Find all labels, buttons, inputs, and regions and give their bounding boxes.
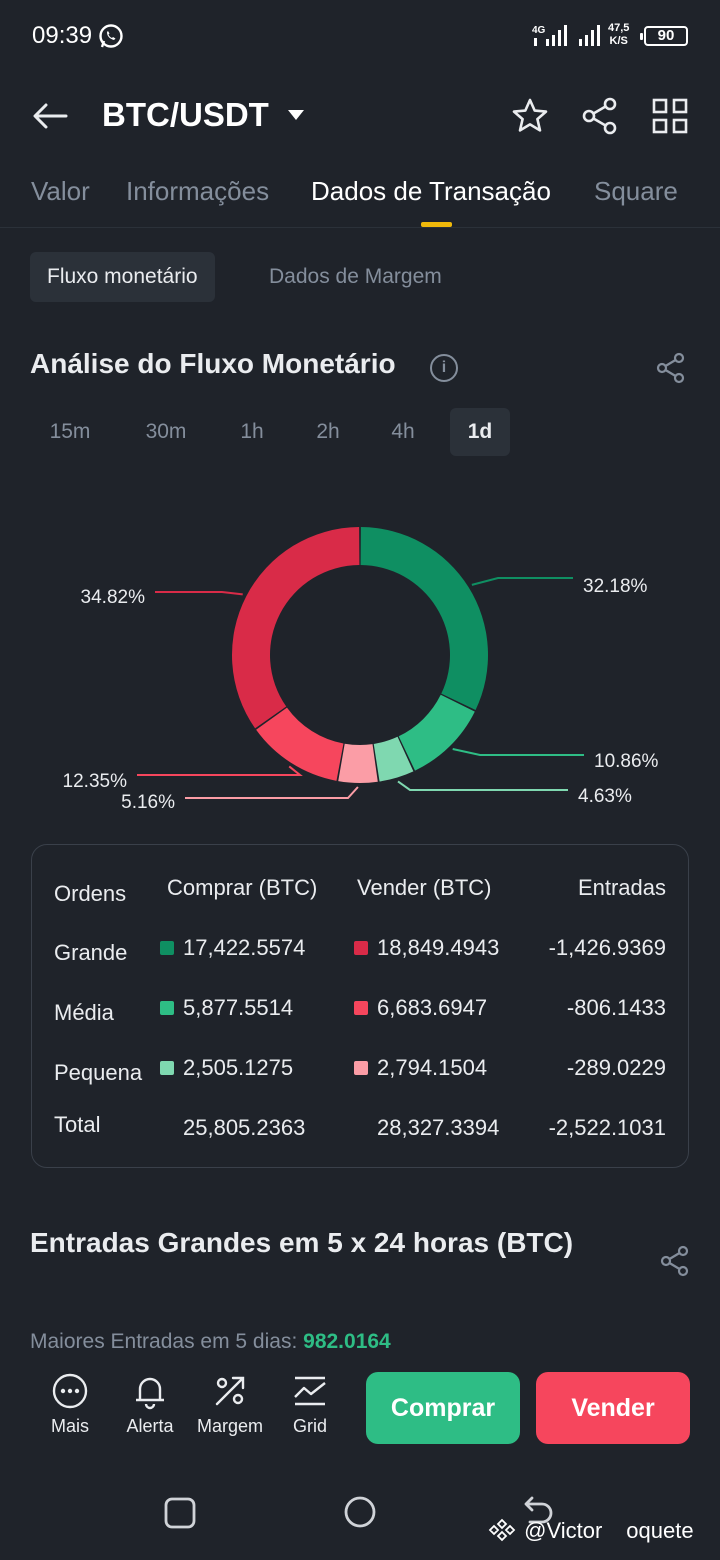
sell-small-swatch [354, 1061, 368, 1075]
slice-buy-small-label: 4.63% [578, 786, 632, 807]
money-flow-title: Análise do Fluxo Monetário [30, 348, 396, 379]
slice-buy-medium[interactable] [398, 694, 475, 771]
section-share-icon[interactable] [655, 352, 687, 384]
signal-icon [579, 25, 600, 46]
row-label-media: Média [54, 1000, 114, 1025]
slice-sell-large-label: 34.82% [81, 587, 146, 608]
period-2h[interactable]: 2h [316, 420, 340, 443]
slice-buy-large[interactable] [360, 527, 488, 711]
sell-small-value: 2,794.1504 [377, 1055, 488, 1080]
period-15m[interactable]: 15m [49, 420, 91, 443]
row-label-total: Total [54, 1112, 101, 1137]
money-flow-table: Ordens Comprar (BTC) Vender (BTC) Entrad… [31, 844, 689, 1168]
system-nav-bar [0, 1470, 720, 1560]
sell-medium-swatch [354, 1001, 368, 1015]
header: BTC/USDT [0, 90, 720, 146]
header-buy: Comprar (BTC) [167, 875, 318, 900]
percent-icon [215, 1376, 245, 1406]
slice-buy-medium-leader [452, 748, 584, 756]
sell-medium-value: 6,683.6947 [377, 995, 488, 1020]
sell-button[interactable]: Vender [536, 1372, 690, 1444]
back-nav-icon[interactable] [520, 1494, 556, 1530]
slice-buy-large-label: 32.18% [583, 576, 648, 597]
tab-dados-de-transacao[interactable]: Dados de Transação [311, 176, 551, 206]
slice-buy-small[interactable] [373, 736, 414, 782]
star-icon[interactable] [510, 96, 550, 136]
more-icon [52, 1373, 88, 1409]
alert-action[interactable]: Alerta [112, 1372, 188, 1437]
row-label-pequena: Pequena [54, 1060, 143, 1085]
slice-sell-small[interactable] [338, 743, 378, 783]
slice-sell-large[interactable] [231, 527, 360, 729]
sell-large-swatch [354, 941, 368, 955]
period-4h[interactable]: 4h [391, 420, 415, 443]
slice-sell-small-leader [185, 786, 359, 799]
large-inflows-subtitle: Maiores Entradas em 5 dias: 982.0164 [30, 1330, 391, 1353]
share-icon[interactable] [580, 96, 620, 136]
sell-total-value: 28,327.3394 [377, 1115, 500, 1140]
bell-icon [136, 1377, 164, 1410]
status-time: 09:39 [32, 22, 93, 49]
tab-informacoes[interactable]: Informações [126, 176, 270, 206]
status-bar: 09:39 4G 47,5 K/S 90 [0, 0, 720, 72]
large-inflows-share-icon[interactable] [659, 1245, 691, 1277]
inflow-small-value: -289.0229 [566, 1055, 666, 1080]
buy-small-swatch [160, 1061, 174, 1075]
buy-large-value: 17,422.5574 [183, 935, 306, 960]
period-1h[interactable]: 1h [240, 420, 264, 443]
info-icon[interactable]: i [430, 354, 458, 382]
slice-sell-medium-leader [137, 765, 303, 776]
back-arrow-icon[interactable] [30, 100, 70, 132]
watermark: @Victor oquete [488, 1518, 694, 1544]
slice-sell-medium-label: 12.35% [63, 771, 128, 792]
tab-valor[interactable]: Valor [31, 176, 90, 206]
sell-large-value: 18,849.4943 [377, 935, 500, 960]
row-label-grande: Grande [54, 940, 128, 965]
period-1d[interactable]: 1d [450, 408, 510, 456]
buy-small-value: 2,505.1275 [183, 1055, 294, 1080]
inflow-large-value: -1,426.9369 [548, 935, 666, 960]
grid-icon[interactable] [652, 98, 688, 134]
large-inflows-title: Entradas Grandes em 5 x 24 horas (BTC) [30, 1227, 574, 1258]
slice-sell-small-label: 5.16% [121, 792, 175, 813]
subtab-dados-de-margem[interactable]: Dados de Margem [269, 265, 442, 288]
pair-title[interactable]: BTC/USDT [102, 96, 269, 133]
inflow-medium-value: -806.1433 [566, 995, 666, 1020]
period-30m[interactable]: 30m [145, 420, 187, 443]
buy-button[interactable]: Comprar [366, 1372, 520, 1444]
bottom-action-bar: Mais Alerta Margem Grid Comprar Vender [0, 1364, 720, 1460]
svg-text:4G: 4G [532, 25, 546, 36]
grid-trading-icon [294, 1376, 326, 1406]
header-orders: Ordens [54, 881, 127, 906]
signal-4g-icon: 4G [532, 25, 567, 46]
active-tab-indicator [421, 222, 452, 227]
battery-icon: 90 [640, 26, 688, 46]
slice-buy-small-leader [397, 780, 568, 791]
header-inflow: Entradas [577, 875, 666, 900]
home-icon[interactable] [342, 1494, 378, 1530]
tab-square[interactable]: Square [594, 176, 678, 206]
main-tabs: Valor Informações Dados de Transação Squ… [0, 172, 720, 228]
slice-buy-medium-label: 10.86% [594, 751, 659, 772]
buy-medium-swatch [160, 1001, 174, 1015]
binance-logo-icon [488, 1518, 516, 1542]
more-action[interactable]: Mais [32, 1372, 108, 1437]
money-flow-donut-chart: 32.18% 10.86% 4.63% 5.16%12.35% 34.82% [63, 527, 659, 813]
margin-action[interactable]: Margem [192, 1372, 268, 1437]
network-speed: 47,5 K/S [608, 22, 630, 47]
buy-total-value: 25,805.2363 [183, 1115, 306, 1140]
buy-large-swatch [160, 941, 174, 955]
inflow-total-value: -2,522.1031 [548, 1115, 666, 1140]
recent-apps-icon[interactable] [163, 1496, 197, 1530]
subtab-fluxo-monetario[interactable]: Fluxo monetário [30, 252, 215, 302]
header-sell: Vender (BTC) [357, 875, 492, 900]
caret-down-icon[interactable] [288, 110, 304, 120]
grid-action[interactable]: Grid [272, 1372, 348, 1437]
slice-sell-medium[interactable] [256, 707, 344, 781]
whatsapp-icon [99, 24, 123, 48]
slice-sell-large-leader [155, 591, 243, 596]
buy-medium-value: 5,877.5514 [183, 995, 294, 1020]
slice-buy-large-leader [471, 577, 573, 586]
large-inflows-value: 982.0164 [303, 1330, 391, 1353]
